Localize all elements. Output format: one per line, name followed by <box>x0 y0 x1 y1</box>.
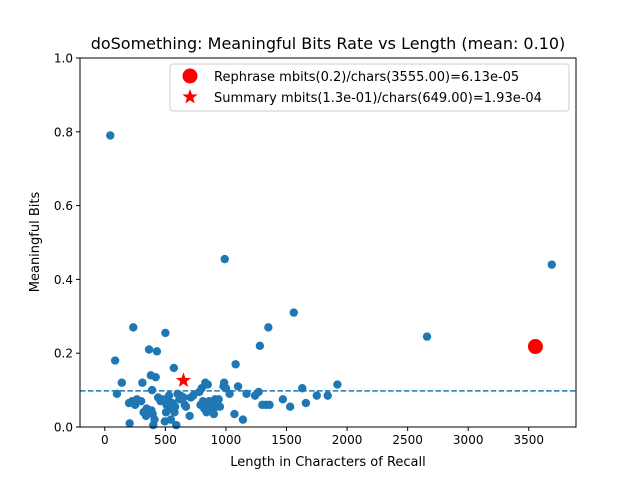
data-point <box>138 378 147 387</box>
x-tick-label: 1000 <box>211 433 242 447</box>
legend-label-summary: Summary mbits(1.3e-01)/chars(649.00)=1.9… <box>214 91 542 106</box>
data-point <box>181 402 191 411</box>
data-point <box>166 415 176 424</box>
data-point <box>547 260 556 269</box>
x-tick-label: 2500 <box>392 433 423 447</box>
data-point <box>169 363 179 373</box>
data-point <box>125 419 134 428</box>
data-point <box>106 131 115 140</box>
data-point <box>129 323 138 332</box>
data-point <box>110 356 120 365</box>
data-point <box>189 391 198 400</box>
data-point <box>185 411 194 421</box>
data-point <box>179 393 188 402</box>
data-point <box>255 341 265 351</box>
x-tick-label: 0 <box>101 433 109 447</box>
legend-label-rephrase: Rephrase mbits(0.2)/chars(3555.00)=6.13e… <box>214 70 519 85</box>
y-tick-label: 0.2 <box>54 347 73 361</box>
data-point <box>285 402 295 411</box>
data-point <box>254 387 263 397</box>
data-point <box>220 254 229 264</box>
data-point <box>215 402 225 411</box>
x-axis-label: Length in Characters of Recall <box>230 455 426 470</box>
y-tick-label: 0.0 <box>54 421 73 435</box>
y-tick-label: 0.8 <box>54 125 73 139</box>
plot-frame <box>79 57 577 428</box>
legend-marker-rephrase <box>182 68 198 84</box>
data-point <box>151 372 160 382</box>
data-point <box>301 398 311 408</box>
data-point <box>136 396 146 406</box>
data-point <box>117 378 126 387</box>
data-point <box>170 402 180 411</box>
data-point <box>264 323 273 332</box>
data-point <box>198 396 208 406</box>
y-axis: 0.0 0.2 0.4 0.6 0.8 1.0 <box>54 52 80 435</box>
summary-point <box>175 372 192 387</box>
x-tick-label: 1500 <box>271 433 302 447</box>
chart-title: doSomething: Meaningful Bits Rate vs Len… <box>91 34 566 53</box>
data-point <box>209 409 219 419</box>
y-tick-label: 0.4 <box>54 273 73 287</box>
data-point <box>112 389 122 398</box>
data-point <box>238 415 248 424</box>
data-point <box>298 384 307 393</box>
data-point <box>422 332 432 341</box>
legend-marker-summary <box>182 89 198 104</box>
data-point <box>242 389 251 398</box>
legend: Rephrase mbits(0.2)/chars(3555.00)=6.13e… <box>169 63 570 112</box>
data-point <box>230 409 239 419</box>
y-axis-label: Meaningful Bits <box>28 192 43 293</box>
data-point <box>144 345 154 354</box>
rephrase-point <box>527 339 543 355</box>
data-point <box>141 411 151 421</box>
plot-area <box>80 131 576 430</box>
data-point <box>150 415 159 424</box>
x-tick-label: 3500 <box>513 433 544 447</box>
data-point <box>278 395 288 404</box>
data-point <box>233 382 243 391</box>
data-point <box>312 391 321 400</box>
y-tick-label: 0.6 <box>54 199 73 213</box>
data-point <box>231 360 240 369</box>
data-point <box>152 347 162 356</box>
data-point <box>172 420 181 430</box>
y-tick-label: 1.0 <box>54 52 73 66</box>
data-point <box>203 380 212 389</box>
data-point <box>333 380 342 389</box>
data-point <box>161 328 170 338</box>
x-axis: 0 500 1000 1500 2000 2500 3000 3500 <box>101 427 544 447</box>
data-point <box>289 308 298 317</box>
data-point <box>225 389 234 398</box>
data-point <box>265 400 274 410</box>
data-point <box>214 395 223 404</box>
x-tick-label: 500 <box>154 433 177 447</box>
data-point <box>323 391 332 400</box>
legend-box <box>169 63 570 112</box>
data-point <box>147 385 157 395</box>
x-tick-label: 2000 <box>332 433 363 447</box>
data-point <box>164 391 174 400</box>
x-tick-label: 3000 <box>453 433 484 447</box>
